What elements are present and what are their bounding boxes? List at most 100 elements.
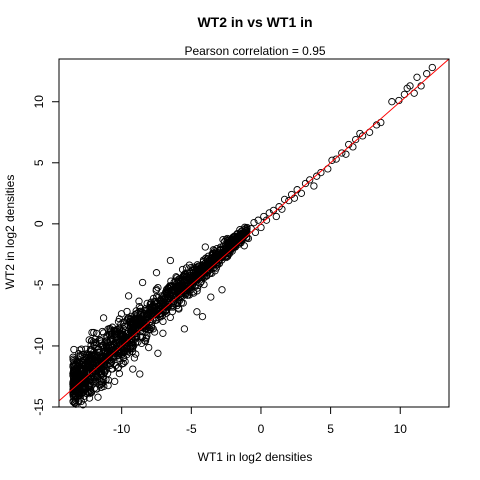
chart-title: WT2 in vs WT1 in: [197, 14, 312, 30]
data-point: [154, 283, 162, 292]
data-point: [180, 325, 189, 333]
data-point: [423, 70, 431, 78]
data-point: [166, 313, 174, 322]
data-point: [164, 303, 172, 311]
x-tick-label: 5: [327, 422, 334, 436]
data-point: [89, 338, 97, 346]
data-point: [275, 203, 283, 211]
data-point: [199, 257, 208, 266]
data-point: [69, 355, 77, 363]
data-point: [130, 354, 139, 362]
data-point: [99, 314, 108, 322]
data-point: [184, 284, 192, 292]
data-point: [215, 256, 223, 264]
chart-subtitle: Pearson correlation = 0.95: [184, 44, 325, 58]
data-point: [69, 375, 78, 383]
x-tick-label: 0: [258, 422, 265, 436]
data-point: [285, 196, 293, 205]
data-point: [196, 266, 204, 274]
x-tick-label: -5: [186, 422, 197, 436]
data-point: [88, 328, 96, 337]
data-point: [175, 282, 184, 290]
data-point: [90, 365, 99, 373]
data-point: [428, 63, 436, 72]
data-point: [154, 349, 162, 357]
data-point: [128, 334, 136, 343]
data-point: [114, 364, 122, 372]
data-point: [101, 351, 109, 359]
data-point: [174, 299, 182, 308]
data-point: [127, 319, 135, 327]
data-point: [152, 269, 161, 277]
data-point: [352, 135, 360, 144]
data-point: [77, 345, 86, 353]
data-point: [166, 256, 175, 265]
data-point: [158, 299, 166, 308]
data-point: [206, 269, 214, 277]
data-point: [98, 357, 107, 365]
data-point: [154, 293, 162, 302]
y-axis-label: WT2 in log2 densities: [3, 175, 17, 290]
data-point: [388, 98, 396, 106]
data-point: [262, 216, 271, 224]
data-point: [338, 149, 346, 157]
data-point: [313, 172, 321, 180]
data-point: [118, 360, 126, 368]
data-point: [220, 238, 229, 246]
data-point: [88, 373, 96, 381]
data-point: [135, 303, 144, 311]
data-point: [87, 361, 95, 369]
data-point: [77, 378, 85, 387]
data-point: [111, 330, 119, 338]
data-point: [108, 344, 116, 352]
data-point: [111, 377, 119, 386]
data-point: [137, 323, 145, 331]
data-point: [231, 238, 239, 247]
data-point: [146, 325, 154, 333]
data-point: [198, 312, 207, 321]
data-point: [201, 243, 209, 251]
data-point: [79, 367, 87, 375]
data-point: [297, 189, 306, 197]
data-point: [175, 305, 183, 313]
data-point: [173, 286, 181, 295]
data-point: [185, 261, 194, 269]
data-point: [240, 242, 248, 250]
data-point: [90, 378, 98, 386]
y-tick-label: -5: [32, 279, 46, 290]
data-point: [193, 276, 201, 284]
data-point: [222, 249, 230, 258]
data-point: [105, 330, 113, 338]
data-point: [149, 294, 158, 303]
scatter-points: [69, 63, 436, 409]
data-point: [167, 303, 175, 311]
y-tick-label: -10: [32, 337, 46, 355]
data-point: [168, 291, 176, 300]
data-point: [301, 179, 310, 188]
data-point: [137, 339, 146, 348]
data-point: [158, 292, 166, 300]
data-point: [136, 327, 145, 335]
data-point: [317, 168, 325, 177]
data-point: [142, 335, 150, 343]
data-point: [88, 345, 96, 354]
x-tick-label: 10: [394, 422, 408, 436]
data-point: [190, 289, 198, 297]
data-point: [191, 265, 199, 274]
data-point: [124, 292, 133, 300]
data-point: [95, 381, 104, 389]
data-point: [83, 367, 91, 375]
data-point: [84, 388, 92, 396]
data-point: [342, 150, 350, 158]
data-point: [138, 278, 147, 287]
data-point: [122, 317, 131, 325]
plot-frame: [58, 58, 450, 408]
data-point: [237, 227, 246, 235]
data-point: [243, 223, 251, 232]
data-point: [78, 366, 86, 374]
data-point: [130, 341, 138, 350]
data-point: [193, 308, 201, 316]
data-point: [168, 286, 176, 295]
data-point: [144, 311, 152, 319]
